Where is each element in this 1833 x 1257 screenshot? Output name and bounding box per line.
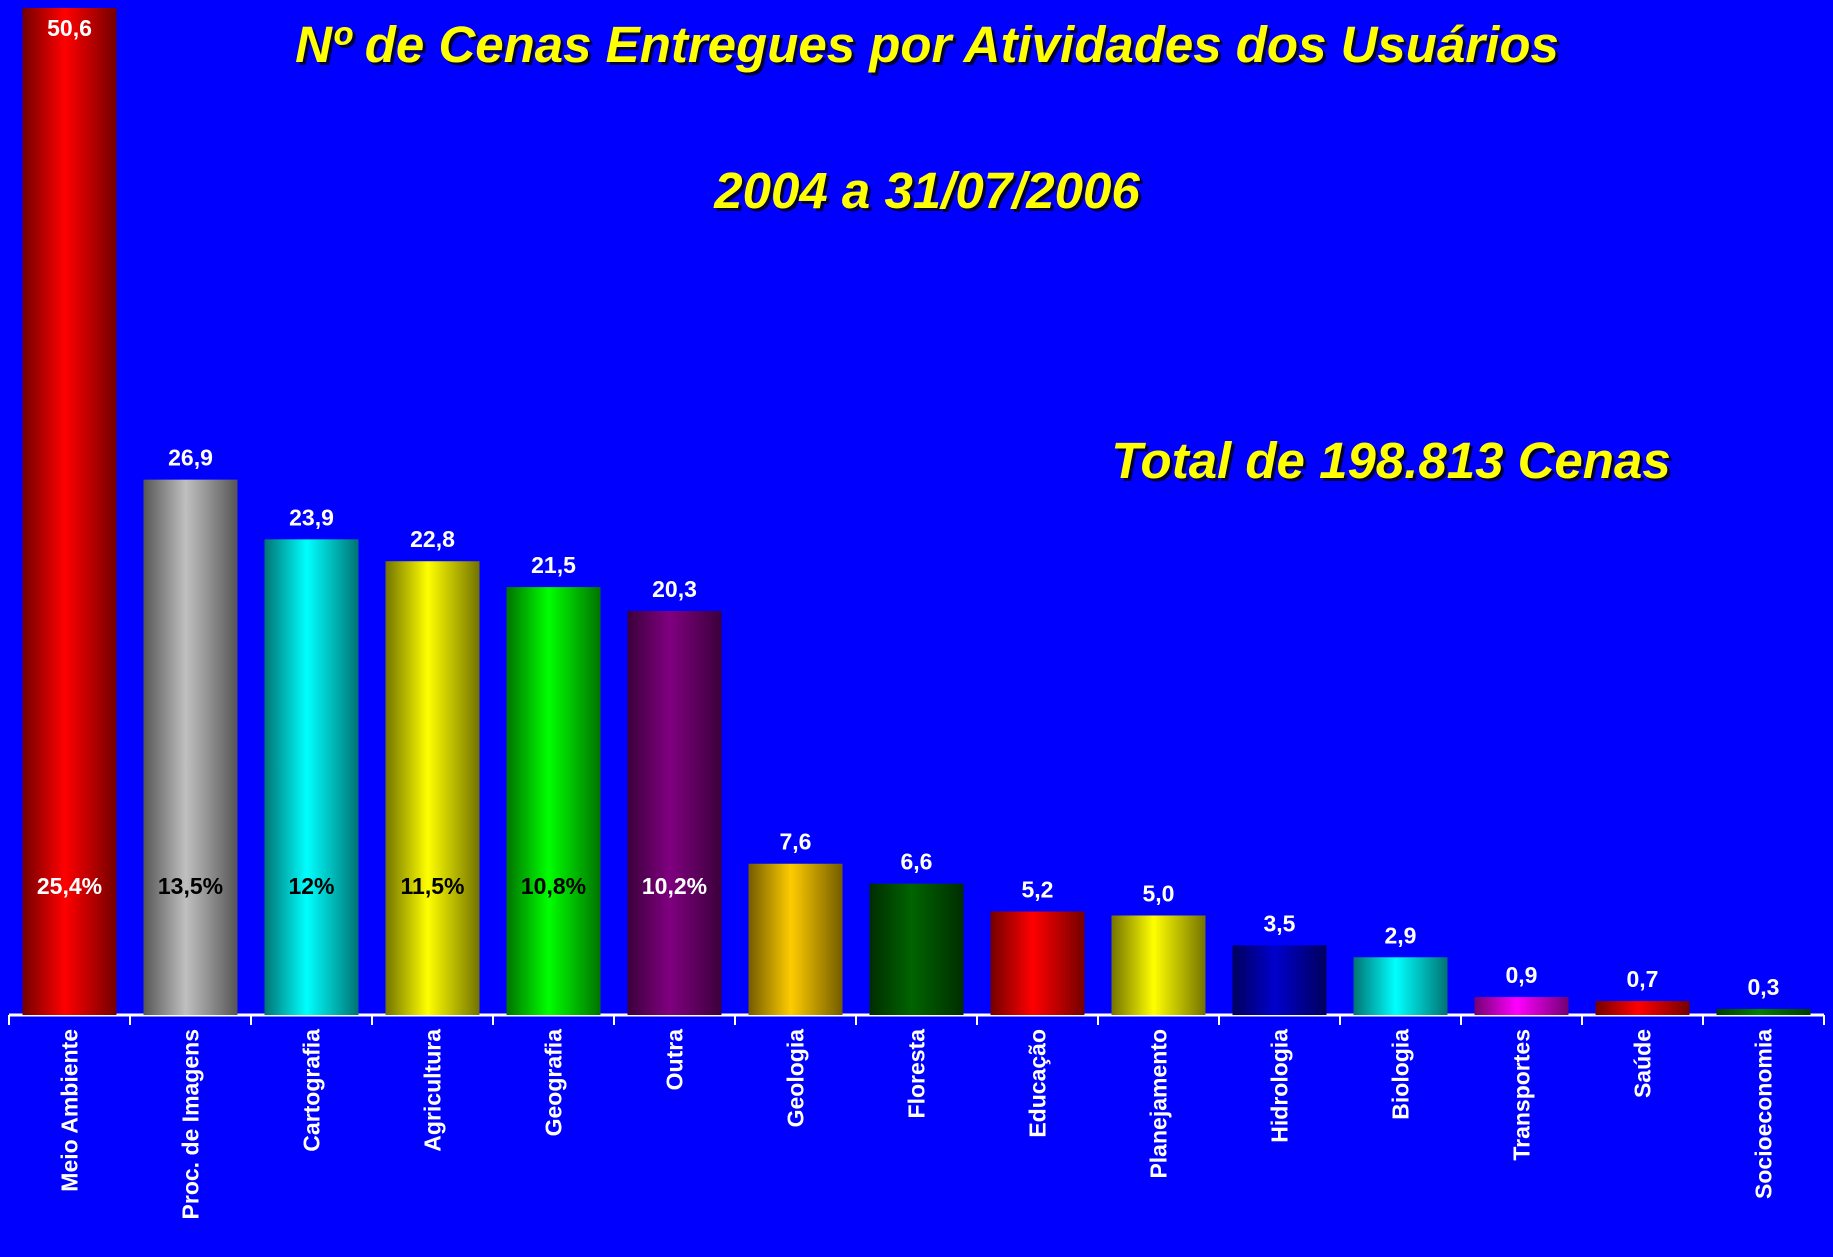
value-label: 21,5 <box>531 552 576 578</box>
bar <box>1232 945 1327 1015</box>
value-label: 7,6 <box>780 829 812 855</box>
x-tick-label: Proc. de Imagens <box>178 1029 204 1219</box>
x-tick-label: Meio Ambiente <box>57 1029 83 1192</box>
share-label: 10,2% <box>642 873 707 899</box>
x-tick-label: Saúde <box>1630 1029 1656 1098</box>
bar <box>143 479 238 1015</box>
share-label: 13,5% <box>158 873 223 899</box>
bar <box>869 883 964 1015</box>
bar <box>1595 1001 1690 1015</box>
bar <box>22 7 117 1016</box>
x-tick-label: Planejamento <box>1146 1029 1172 1179</box>
bar <box>264 539 359 1015</box>
value-label: 0,3 <box>1748 974 1780 1000</box>
bar <box>627 610 722 1015</box>
value-label: 22,8 <box>410 526 455 552</box>
value-label: 20,3 <box>652 576 697 602</box>
x-tick-label: Socioeconomia <box>1751 1029 1777 1199</box>
bar <box>1353 957 1448 1015</box>
value-label: 26,9 <box>168 445 213 471</box>
bar <box>1111 915 1206 1015</box>
bar <box>1474 997 1569 1015</box>
value-label: 5,2 <box>1022 877 1054 903</box>
value-label: 0,9 <box>1506 962 1538 988</box>
x-tick-label: Outra <box>662 1029 688 1091</box>
share-label: 12% <box>288 873 334 899</box>
x-tick-label: Agricultura <box>420 1029 446 1152</box>
value-label: 0,7 <box>1627 966 1659 992</box>
share-label: 11,5% <box>401 873 465 899</box>
bar <box>748 863 843 1015</box>
x-tick-label: Educação <box>1025 1029 1051 1138</box>
x-tick-label: Biologia <box>1388 1029 1414 1120</box>
value-label: 3,5 <box>1264 910 1296 936</box>
value-label: 6,6 <box>901 849 933 875</box>
x-tick-label: Cartografia <box>299 1029 325 1152</box>
x-tick-label: Hidrologia <box>1267 1029 1293 1143</box>
bar <box>990 911 1085 1015</box>
annotation: Total de 198.813 Cenas <box>1111 432 1670 489</box>
value-label: 23,9 <box>289 504 334 530</box>
x-tick-label: Transportes <box>1509 1029 1535 1161</box>
share-label: 10,8% <box>521 873 586 899</box>
x-tick-label: Geologia <box>783 1029 809 1128</box>
bar <box>1716 1009 1811 1015</box>
value-label: 2,9 <box>1385 922 1417 948</box>
value-label: 50,6 <box>47 15 92 41</box>
bar <box>385 561 480 1015</box>
share-label: 25,4% <box>37 873 102 899</box>
value-label: 5,0 <box>1143 880 1175 906</box>
x-tick-label: Geografia <box>541 1029 567 1137</box>
bar <box>506 587 601 1015</box>
chart-title: Nº de Cenas Entregues por Atividades dos… <box>295 16 1559 73</box>
chart-subtitle: 2004 a 31/07/2006 <box>713 162 1140 219</box>
x-tick-label: Floresta <box>904 1029 930 1119</box>
